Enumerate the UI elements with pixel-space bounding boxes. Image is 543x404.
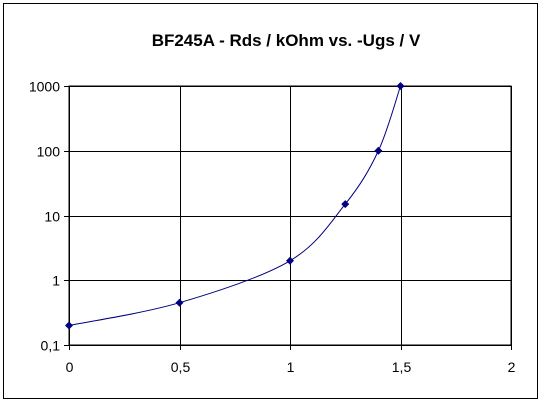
- x-tick-label: 0: [66, 359, 74, 375]
- y-tick-label: 1000: [29, 79, 60, 95]
- x-axis-ticks: 0 0,5 1 1,5 2: [66, 345, 516, 375]
- x-tick-label: 1,5: [392, 359, 412, 375]
- x-tick-label: 1: [287, 359, 295, 375]
- data-point: [396, 82, 405, 90]
- y-axis-ticks: 0,1 1 10 100 1000: [29, 79, 69, 354]
- grid: [69, 86, 512, 346]
- data-point: [341, 200, 350, 209]
- data-point: [175, 298, 184, 307]
- y-tick-label: 10: [44, 209, 60, 225]
- y-tick-label: 0,1: [41, 338, 61, 354]
- data-point: [65, 321, 73, 330]
- y-tick-label: 100: [37, 144, 61, 160]
- chart-title: BF245A - Rds / kOhm vs. -Ugs / V: [152, 31, 421, 50]
- y-tick-label: 1: [52, 273, 60, 289]
- data-point: [286, 256, 294, 265]
- series: [65, 82, 405, 330]
- x-tick-label: 2: [508, 359, 516, 375]
- data-point: [374, 146, 383, 155]
- x-tick-label: 0,5: [171, 359, 191, 375]
